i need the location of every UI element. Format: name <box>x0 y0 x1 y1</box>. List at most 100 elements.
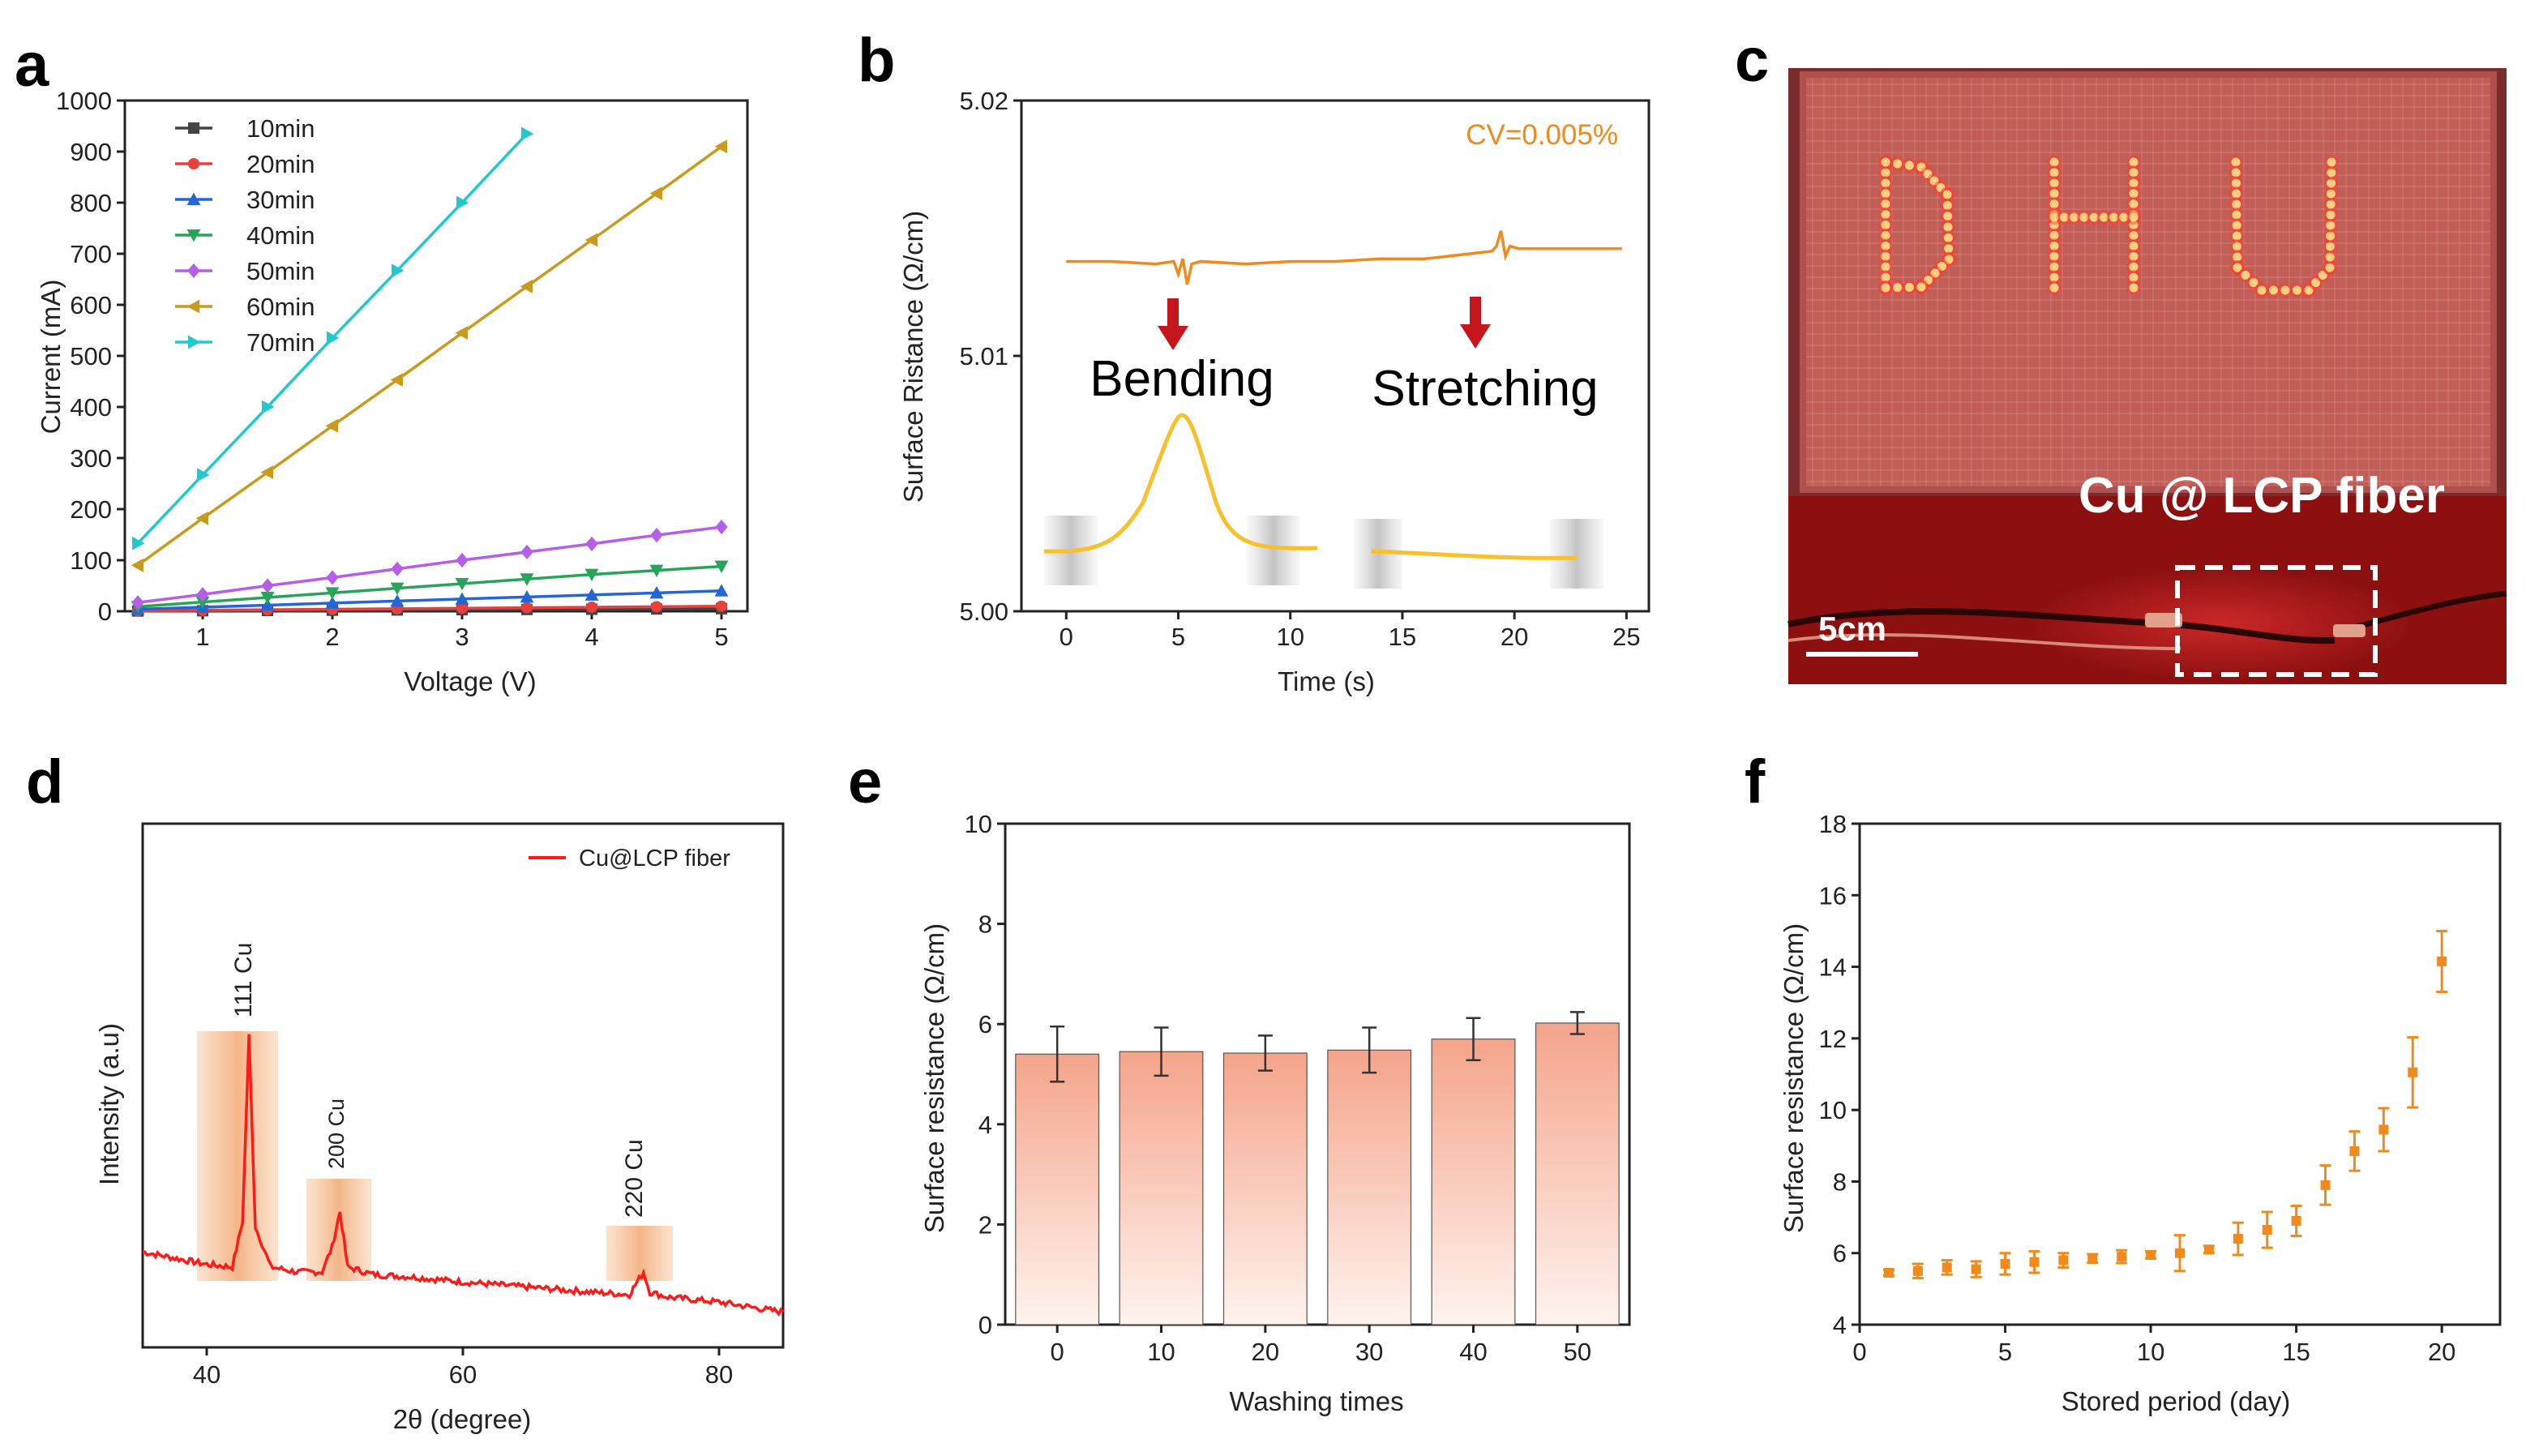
led-dot <box>2129 199 2139 209</box>
led-dot <box>1881 283 1890 293</box>
bar-40 <box>1431 1038 1516 1325</box>
y-tick-label-b: 5.02 <box>960 87 1008 115</box>
x-tick-label-a: 1 <box>195 623 209 651</box>
data-point-50min <box>456 552 469 568</box>
data-point-30min <box>325 596 340 609</box>
legend-marker-30min <box>186 192 201 205</box>
data-point-60min <box>195 511 208 525</box>
led-dot <box>2109 212 2118 222</box>
data-point-50min <box>131 595 144 610</box>
panel-letter-e: e <box>848 747 882 816</box>
bending-schematic <box>1043 413 1318 585</box>
data-point-day-16 <box>2320 1180 2331 1190</box>
led-dot <box>2257 285 2267 295</box>
data-point-day-7 <box>2058 1255 2069 1265</box>
legend-marker-70min <box>188 335 201 349</box>
bar-30 <box>1327 1049 1412 1325</box>
chart-resistance-vs-time: 0 5 10 15 20 25 5.00 5.01 5.02 Time (s) Surface … <box>898 87 1650 696</box>
data-point-30min <box>260 598 275 611</box>
y-axis-title-b: Surface Ristance (Ω/cm) <box>898 211 928 503</box>
x-tick-label-f: 10 <box>2137 1338 2164 1366</box>
led-dot <box>1944 244 1954 254</box>
data-point-60min <box>714 139 727 154</box>
led-dot <box>2079 212 2089 222</box>
x-tick-label-a: 4 <box>584 623 598 651</box>
led-dot <box>1923 169 1933 178</box>
data-point-day-4 <box>1971 1264 1981 1274</box>
x-tick-label-b: 20 <box>1501 623 1528 651</box>
led-dot <box>1937 262 1946 271</box>
x-axis-title-e: Washing times <box>1229 1386 1403 1416</box>
data-point-20min <box>651 601 662 613</box>
led-dot <box>1881 168 1890 178</box>
led-dot <box>2326 210 2335 220</box>
data-point-day-2 <box>1912 1265 1923 1276</box>
led-dot <box>2280 285 2290 295</box>
panel-letter-d: d <box>26 747 63 816</box>
led-dot <box>1942 190 1952 199</box>
led-dot <box>2049 199 2059 209</box>
led-dot <box>2049 241 2059 251</box>
chart-storage: 0 5 10 15 20 4 6 8 10 12 14 16 18 Stored period (day… <box>1779 810 2502 1416</box>
led-dot <box>1881 210 1890 220</box>
y-tick-label-a: 1000 <box>56 87 112 115</box>
data-point-30min <box>390 594 405 607</box>
led-dot <box>2326 189 2335 199</box>
led-dot <box>2327 178 2336 188</box>
led-dot <box>2049 272 2059 282</box>
y-axis-title-a: Current (mA) <box>36 280 66 435</box>
led-dot <box>1943 222 1953 232</box>
stretching-arrow-icon <box>1460 297 1491 349</box>
y-axis-title-f: Surface resistance (Ω/cm) <box>1779 923 1809 1233</box>
x-tick-label-b: 25 <box>1612 623 1640 651</box>
led-dot <box>1904 161 1914 170</box>
led-dot <box>2049 212 2059 222</box>
led-dot <box>2049 221 2059 229</box>
xrd-peak-band-220 <box>606 1226 673 1281</box>
led-dot <box>2049 168 2059 178</box>
data-point-50min <box>715 519 728 535</box>
series-line-20min <box>137 604 722 613</box>
led-dot <box>2129 262 2139 272</box>
led-dot <box>2327 168 2336 178</box>
legend-label-60min: 60min <box>246 293 315 321</box>
led-dot <box>2325 252 2335 262</box>
peak-label-111: 111 Cu <box>230 943 257 1017</box>
data-point-60min <box>520 279 533 293</box>
data-point-50min <box>261 578 274 593</box>
plot-area-b: 0 5 10 15 20 25 5.00 5.01 5.02 <box>960 87 1650 651</box>
data-point-40min <box>714 560 729 573</box>
data-point-60min <box>455 326 468 340</box>
photo-fiber-label: Cu @ LCP fiber <box>2079 468 2445 524</box>
x-tick-label-e: 10 <box>1147 1338 1175 1366</box>
data-point-50min <box>650 528 663 543</box>
cv-annotation: CV=0.005% <box>1466 119 1618 151</box>
y-tick-label-f: 12 <box>1819 1025 1847 1053</box>
led-dot <box>1881 230 1890 240</box>
x-tick-label-f: 15 <box>2282 1338 2310 1366</box>
data-point-20min <box>586 601 597 613</box>
data-point-70min <box>456 195 469 210</box>
led-dot <box>1904 282 1914 292</box>
bar-50 <box>1535 1022 1620 1325</box>
legend-marker-20min <box>188 158 199 169</box>
bar-0 <box>1015 1053 1100 1325</box>
data-point-70min <box>521 126 534 141</box>
x-tick-label-b: 5 <box>1171 623 1185 651</box>
data-point-day-8 <box>2087 1253 2098 1264</box>
data-point-20min <box>716 600 727 612</box>
legend-label-50min: 50min <box>246 257 315 285</box>
led-dot <box>2129 283 2139 293</box>
legend-label-20min: 20min <box>246 150 315 178</box>
x-axis-title-f: Stored period (day) <box>2061 1386 2290 1416</box>
led-dot <box>1881 199 1890 209</box>
led-dot <box>2129 212 2139 222</box>
led-dot <box>2231 168 2241 178</box>
led-dot <box>2325 263 2335 272</box>
y-tick-label-f: 6 <box>1833 1240 1847 1268</box>
y-tick-label-b: 5.01 <box>960 342 1008 370</box>
led-display-photo: Cu @ LCP fiber 5cm <box>1787 68 2507 684</box>
data-point-50min <box>520 544 533 560</box>
x-tick-label-e: 0 <box>1051 1338 1064 1366</box>
legend-marker-60min <box>186 299 199 314</box>
